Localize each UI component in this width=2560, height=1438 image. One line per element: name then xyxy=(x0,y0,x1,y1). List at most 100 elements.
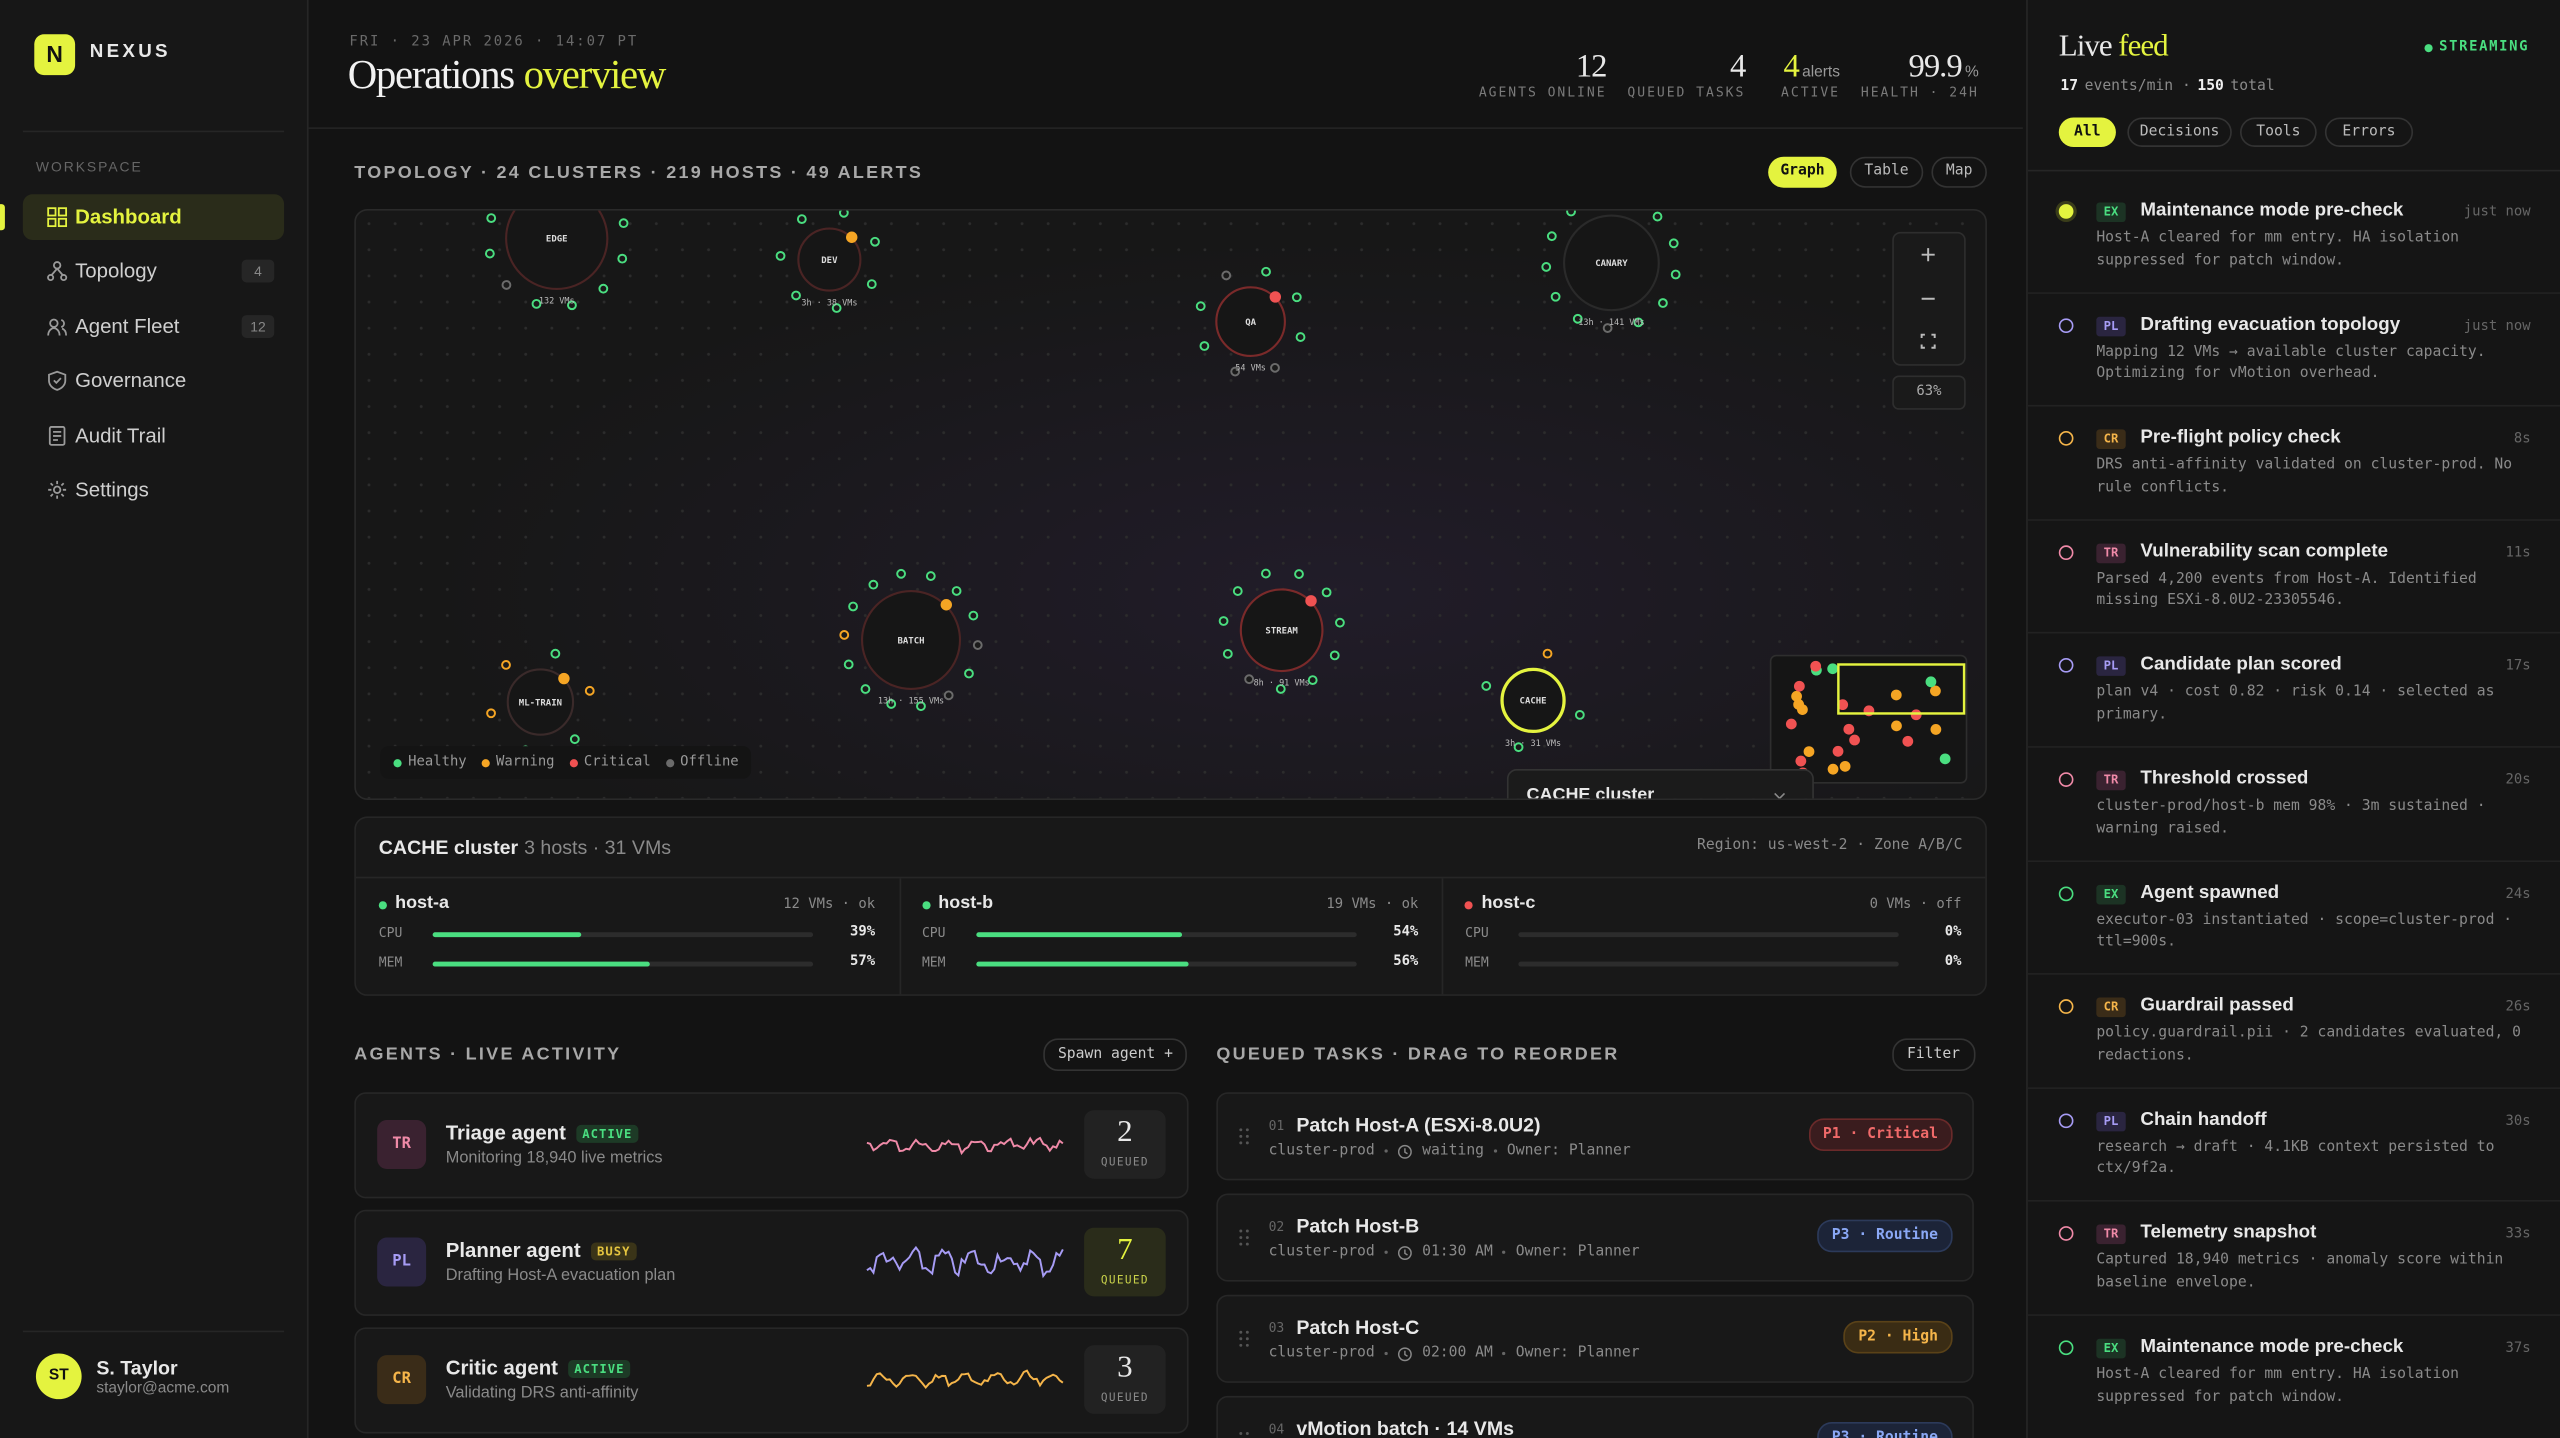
nav-label: Dashboard xyxy=(75,205,182,229)
grip-dot xyxy=(1239,1330,1243,1334)
nav-item[interactable]: Governance xyxy=(23,358,284,404)
host-dot xyxy=(1294,569,1304,579)
nav-item[interactable]: Dashboard xyxy=(22,194,285,240)
event-time: just now xyxy=(2463,317,2531,335)
cluster-ring xyxy=(1563,214,1660,312)
stat-label: HEALTH · 24H xyxy=(1860,84,1979,100)
legend-label: Healthy xyxy=(408,754,467,771)
host-dot xyxy=(567,300,577,311)
host-dot xyxy=(1261,266,1271,277)
view-tab[interactable]: Map xyxy=(1931,156,1987,188)
agent-name-row: Planner agent BUSY xyxy=(446,1239,637,1262)
icon-stroke xyxy=(47,274,55,282)
view-tab[interactable]: Graph xyxy=(1768,156,1837,188)
metric-label: MEM xyxy=(1465,955,1489,970)
host-meta: 0 VMs · off xyxy=(1869,896,1962,913)
event-dot xyxy=(2058,772,2074,787)
feed-filter[interactable]: Decisions xyxy=(2127,117,2232,147)
view-tab[interactable]: Table xyxy=(1849,156,1924,188)
nav-icon xyxy=(47,318,68,336)
icon-stroke xyxy=(53,377,62,385)
task-card[interactable]: 03 Patch Host-C cluster-prod 02:00 AM Owner:… xyxy=(1216,1294,1974,1383)
host-dot xyxy=(843,659,854,670)
cluster-node[interactable]: CACHE 3h · 31 VMs xyxy=(1481,648,1585,753)
host-dot xyxy=(916,701,926,712)
popup-close[interactable] xyxy=(1774,792,1786,800)
feed-filter[interactable]: All xyxy=(2058,117,2116,147)
cluster-node[interactable]: QA 54 VMs xyxy=(1195,266,1306,377)
task-cluster: cluster-prod xyxy=(1268,1345,1375,1362)
task-card[interactable]: 02 Patch Host-B cluster-prod 01:30 AM Owner:… xyxy=(1216,1193,1974,1282)
cluster-node[interactable]: EDGE 132 VMs xyxy=(484,209,629,311)
host-dot xyxy=(968,610,979,621)
event-dot xyxy=(2058,999,2074,1015)
cluster-node[interactable]: BATCH 13h · 155 VMs xyxy=(839,568,983,712)
host-dot xyxy=(1230,366,1241,377)
host-dot xyxy=(1321,587,1332,598)
host-meta: 19 VMs · ok xyxy=(1326,896,1419,913)
agent-desc: Monitoring 18,940 live metrics xyxy=(445,1149,663,1168)
legend-item: Critical xyxy=(569,754,651,771)
cluster-node[interactable]: DEV 3h · 38 VMs xyxy=(775,209,880,313)
zoom-button[interactable] xyxy=(1920,333,1936,349)
queued-label: QUEUED xyxy=(1100,1391,1149,1405)
host-dot xyxy=(964,668,974,679)
cluster-node[interactable]: STREAM 8h · 91 VMs xyxy=(1218,568,1345,694)
drag-handle[interactable] xyxy=(1239,1229,1249,1246)
divider xyxy=(2027,1087,2560,1089)
drag-handle[interactable] xyxy=(1239,1330,1249,1347)
metric-label: CPU xyxy=(378,925,403,941)
feed-filter[interactable]: Tools xyxy=(2240,117,2317,147)
icon-stroke xyxy=(60,274,68,282)
brand: NEXUS xyxy=(89,42,171,63)
metric-label: MEM xyxy=(378,955,403,970)
task-card[interactable]: 01 Patch Host-A (ESXi-8.0U2) cluster-prod w… xyxy=(1216,1092,1974,1181)
event-body: research → draft · 4.1KB context persist… xyxy=(2096,1139,2495,1178)
drag-handle[interactable] xyxy=(1239,1128,1249,1145)
spawn-button[interactable]: Spawn agent + xyxy=(1043,1038,1188,1072)
legend-swatch xyxy=(393,758,402,767)
host-dot xyxy=(896,568,906,579)
priority-badge: P3 · Routine xyxy=(1817,1219,1953,1253)
host-dot xyxy=(796,214,807,224)
event-title: Maintenance mode pre-check xyxy=(2140,200,2404,221)
filter-button[interactable]: Filter xyxy=(1892,1038,1975,1072)
task-cluster: cluster-prod xyxy=(1268,1142,1375,1160)
queued-box: 2 QUEUED xyxy=(1084,1110,1166,1179)
minimap-dot xyxy=(1827,763,1839,775)
icon-stroke xyxy=(48,480,67,499)
zoom-button[interactable] xyxy=(1920,291,1936,307)
zoom-button[interactable] xyxy=(1920,247,1936,263)
nav-item[interactable]: Audit Trail xyxy=(23,412,284,458)
nav-item[interactable]: Topology 4 xyxy=(23,249,284,295)
event-title: Drafting evacuation topology xyxy=(2140,314,2401,335)
cluster-node[interactable]: CANARY 13h · 141 VMs xyxy=(1541,209,1681,333)
stat-number: 4 xyxy=(1729,48,1746,85)
grip-dot xyxy=(1245,1337,1249,1341)
cluster-name: STREAM xyxy=(1265,626,1298,636)
event-time: 33s xyxy=(2505,1226,2531,1244)
icon-stroke xyxy=(52,261,62,271)
task-time: 02:00 AM xyxy=(1422,1345,1493,1362)
host-dot xyxy=(617,253,628,264)
nav-item[interactable]: Settings xyxy=(23,467,284,513)
priority-badge: P2 · High xyxy=(1843,1320,1953,1354)
stat-number: 12 xyxy=(1575,48,1608,85)
task-num: 03 xyxy=(1268,1320,1285,1336)
feed-title: Live feed xyxy=(2059,29,2169,65)
drag-handle[interactable] xyxy=(1239,1431,1249,1438)
nav-item[interactable]: Agent Fleet 12 xyxy=(23,303,284,349)
grip-dot xyxy=(1245,1128,1249,1132)
metric-label: CPU xyxy=(1465,925,1489,941)
agent-name: Critic agent xyxy=(445,1356,558,1380)
grip-dot xyxy=(1245,1236,1249,1240)
event-tag: CR xyxy=(2096,429,2126,450)
task-card[interactable]: 04 vMotion batch · 14 VMs P3 · Routine xyxy=(1216,1395,1974,1438)
minimap-dot xyxy=(1910,709,1922,721)
icon-stroke xyxy=(47,207,57,217)
sep xyxy=(1502,1351,1506,1356)
cluster-node[interactable]: ML-TRAIN xyxy=(486,648,595,756)
feed-filter[interactable]: Errors xyxy=(2324,117,2414,147)
host-dot xyxy=(1307,675,1318,685)
